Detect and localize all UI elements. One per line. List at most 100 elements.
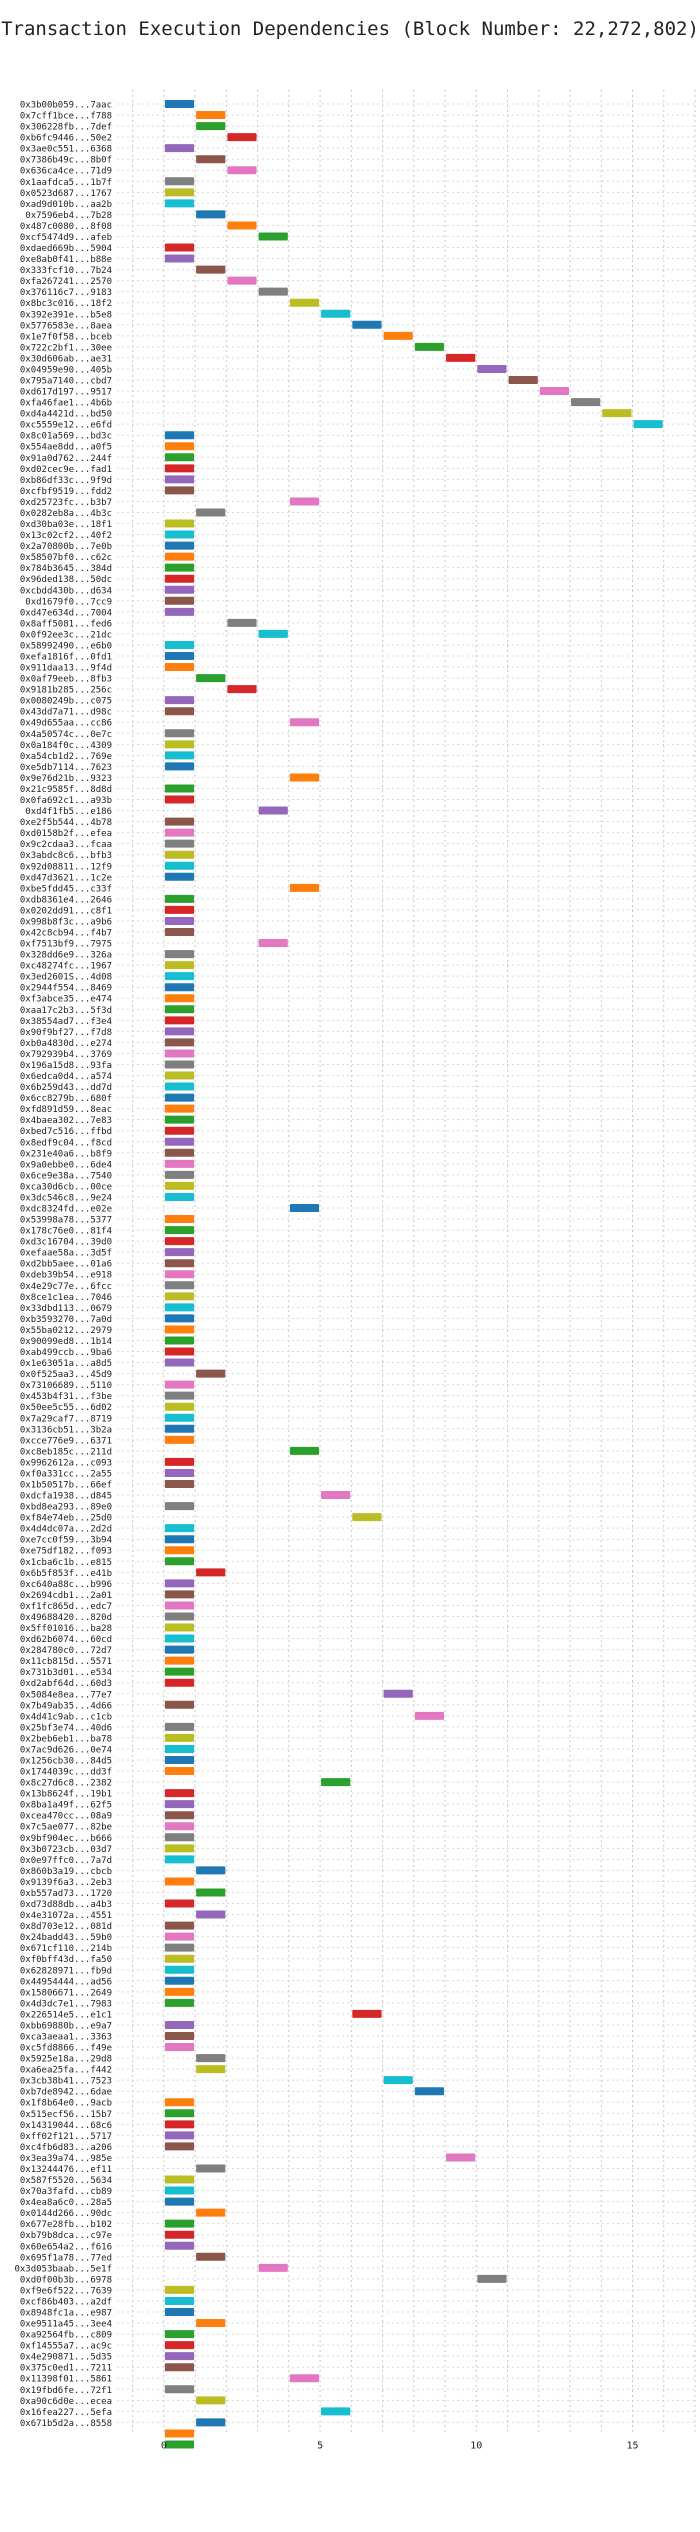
transaction-bar <box>196 2208 226 2217</box>
y-tick-label: 0x3b00b059...7aac <box>20 101 112 111</box>
y-tick-label: 0xca30d6cb...00ce <box>20 1182 112 1192</box>
transaction-bar <box>164 2363 195 2372</box>
y-tick-label: 0x0282eb8a...4b3c <box>20 509 112 519</box>
transaction-bar <box>164 1590 195 1599</box>
y-tick-label: 0x4d3dc7e1...7983 <box>20 1999 112 2009</box>
y-tick-label: 0x178c76e0...81f4 <box>20 1227 112 1237</box>
transaction-bar <box>164 872 195 881</box>
y-tick-label: 0xb3593270...7a0d <box>20 1315 112 1325</box>
y-tick-label: 0xc5fd8866...f49e <box>20 2044 112 2054</box>
transaction-bar <box>258 2263 288 2272</box>
y-tick-label: 0xd1679f0...7cc9 <box>25 597 112 607</box>
y-tick-label: 0x860b3a19...cbcb <box>20 1867 112 1877</box>
transaction-bar <box>164 2142 195 2151</box>
y-tick-label: 0xb79b8dca...c97e <box>20 2231 112 2241</box>
y-tick-label: 0x0202dd91...c8f1 <box>20 906 112 916</box>
y-tick-label: 0x8c27d6c8...2382 <box>20 1779 112 1789</box>
y-tick-label: 0x792939b4...3769 <box>20 1050 112 1060</box>
y-tick-label: 0x677e28fb...b102 <box>20 2220 112 2230</box>
y-tick-label: 0x16fea227...5efa <box>20 2408 112 2418</box>
transaction-bar <box>164 1060 195 1069</box>
y-tick-label: 0x226514e5...e1c1 <box>20 2010 112 2020</box>
y-tick-label: 0x554ae8dd...a0f5 <box>20 443 112 453</box>
y-tick-label: 0x0e97ffc0...7a7d <box>20 1856 112 1866</box>
transaction-bar <box>164 1645 195 1654</box>
transaction-bar <box>164 861 195 870</box>
transaction-bar <box>289 718 320 727</box>
y-tick-label: 0xa90c6d0e...ecea <box>20 2397 112 2407</box>
transaction-bar <box>164 144 195 153</box>
y-tick-label: 0xa92564fb...c809 <box>20 2331 112 2341</box>
y-tick-label: 0x4d4dc07a...2d2d <box>20 1525 112 1535</box>
transaction-bar <box>164 2330 195 2339</box>
transaction-bar <box>164 1546 195 1555</box>
y-tick-label: 0x1e63051a...a8d5 <box>20 1359 112 1369</box>
transaction-bar <box>352 2009 382 2018</box>
y-tick-label: 0xbb69880b...e9a7 <box>20 2021 112 2031</box>
transaction-bar <box>164 1965 195 1974</box>
y-tick-label: 0x7596eb4...7b28 <box>25 211 112 221</box>
transaction-bar <box>164 199 195 208</box>
y-tick-label: 0x4baea302...7e83 <box>20 1116 112 1126</box>
y-tick-label: 0x04959e90...405b <box>20 365 112 375</box>
transaction-bar <box>227 276 257 285</box>
y-tick-label: 0x333fcf10...7b24 <box>20 266 112 276</box>
x-tick-label: 0 <box>161 2440 167 2451</box>
transaction-bar <box>164 1678 195 1687</box>
transaction-bar <box>164 1800 195 1809</box>
y-tick-label: 0xd3c16704...39d0 <box>20 1238 112 1248</box>
transaction-bar <box>164 1380 195 1389</box>
y-tick-label: 0x375c0ed1...7211 <box>20 2364 112 2374</box>
transaction-bar <box>164 2120 195 2129</box>
transaction-bar <box>164 2241 195 2250</box>
transaction-bar <box>164 1601 195 1610</box>
y-tick-label: 0x4e29c77e...6fcc <box>20 1282 112 1292</box>
y-tick-label: 0x6cc8279b...680f <box>20 1094 112 1104</box>
transaction-bar <box>196 265 226 274</box>
transaction-bar <box>539 387 570 396</box>
transaction-bar <box>414 342 445 351</box>
transaction-bar <box>164 2186 195 2195</box>
transaction-bar <box>196 508 226 517</box>
y-tick-label: 0x38554ad7...f3e4 <box>20 1017 112 1027</box>
y-tick-label: 0x3136cb51...3b2a <box>20 1425 112 1435</box>
y-tick-label: 0x306228fb...7def <box>20 123 112 133</box>
y-tick-label: 0xf14555a7...ac9c <box>20 2342 112 2352</box>
y-tick-label: 0x4a50574c...0e7c <box>20 730 112 740</box>
y-tick-label: 0x43dd7a71...d98c <box>20 708 112 718</box>
y-tick-label: 0x8edf9c04...f8cd <box>20 1138 112 1148</box>
transaction-bar <box>321 2407 351 2416</box>
y-tick-label: 0x33dbd113...0679 <box>20 1304 112 1314</box>
y-tick-label: 0x515ecf56...15b7 <box>20 2110 112 2120</box>
y-tick-label: 0x8d703e12...081d <box>20 1922 112 1932</box>
y-tick-label: 0xcfbf9519...fdd2 <box>20 487 112 497</box>
transaction-bar <box>164 663 195 672</box>
transaction-bar <box>164 1038 195 1047</box>
y-tick-label: 0x53998a78...5377 <box>20 1216 112 1226</box>
y-tick-label: 0x4ea8a6c0...28a5 <box>20 2198 112 2208</box>
y-tick-label: 0xcea470cc...08a9 <box>20 1812 112 1822</box>
transaction-bar <box>196 210 226 219</box>
transaction-bar <box>164 2175 195 2184</box>
transaction-bar <box>164 552 195 561</box>
y-tick-label: 0x722c2bf1...30ee <box>20 343 112 353</box>
transaction-bar <box>164 1733 195 1742</box>
transaction-bar <box>164 541 195 550</box>
transaction-bar <box>258 806 288 815</box>
y-tick-label: 0xd47d3621...1c2e <box>20 873 112 883</box>
y-tick-label: 0x671cf110...214b <box>20 1944 112 1954</box>
y-tick-label: 0x58992490...e6b0 <box>20 641 112 651</box>
y-tick-label: 0x50ee5c55...6d02 <box>20 1403 112 1413</box>
y-tick-label: 0x784b3645...384d <box>20 564 112 574</box>
transaction-bar <box>164 740 195 749</box>
y-tick-label: 0x671b5d2a...8558 <box>20 2419 112 2429</box>
transaction-bar <box>164 2230 195 2239</box>
y-tick-label: 0xc5559e12...e6fd <box>20 421 112 431</box>
transaction-bar <box>164 475 195 484</box>
y-tick-label: 0x8ce1c1ea...7046 <box>20 1293 112 1303</box>
y-tick-label: 0x8ba1a49f...62f5 <box>20 1801 112 1811</box>
y-tick-label: 0xb557ad73...1720 <box>20 1889 112 1899</box>
y-tick-label: 0x2a70800b...7e0b <box>20 542 112 552</box>
transaction-bar <box>164 1358 195 1367</box>
y-tick-label: 0xc48274fc...1967 <box>20 962 112 972</box>
